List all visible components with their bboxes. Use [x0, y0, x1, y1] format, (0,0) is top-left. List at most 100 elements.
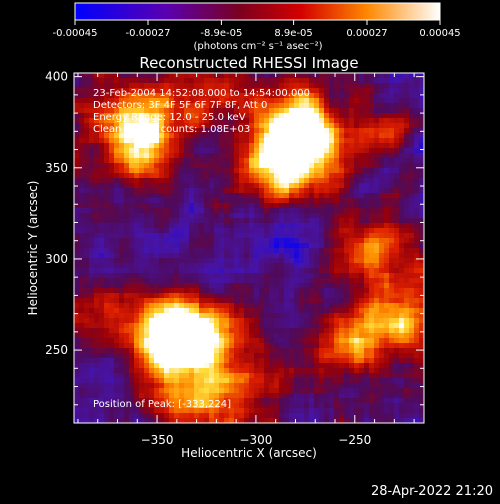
heatmap-cell	[204, 178, 210, 184]
heatmap-cell	[204, 158, 210, 164]
heatmap-cell	[389, 198, 395, 204]
heatmap-cell	[89, 323, 95, 329]
heatmap-cell	[74, 353, 80, 359]
heatmap-cell	[239, 243, 245, 249]
heatmap-cell	[214, 348, 220, 354]
heatmap-cell	[84, 118, 90, 124]
heatmap-cell	[369, 363, 375, 369]
heatmap-cell	[89, 78, 95, 84]
heatmap-cell	[354, 263, 360, 269]
heatmap-cell	[409, 158, 415, 164]
heatmap-cell	[249, 178, 255, 184]
heatmap-cell	[84, 288, 90, 294]
heatmap-cell	[134, 298, 140, 304]
heatmap-cell	[349, 288, 355, 294]
heatmap-cell	[114, 273, 120, 279]
heatmap-cell	[144, 218, 150, 224]
heatmap-cell	[314, 278, 320, 284]
heatmap-cell	[334, 293, 340, 299]
heatmap-cell	[254, 143, 260, 149]
heatmap-cell	[214, 298, 220, 304]
heatmap-cell	[334, 323, 340, 329]
heatmap-cell	[104, 283, 110, 289]
heatmap-cell	[169, 188, 175, 194]
heatmap-cell	[124, 298, 130, 304]
heatmap-cell	[299, 403, 305, 409]
heatmap-cell	[214, 328, 220, 334]
heatmap-cell	[224, 183, 230, 189]
heatmap-cell	[134, 203, 140, 209]
heatmap-cell	[339, 338, 345, 344]
heatmap-cell	[249, 228, 255, 234]
heatmap-cell	[249, 223, 255, 229]
heatmap-cell	[384, 158, 390, 164]
heatmap-cell	[289, 273, 295, 279]
heatmap-cell	[254, 343, 260, 349]
heatmap-cell	[279, 398, 285, 404]
heatmap-cell	[94, 263, 100, 269]
heatmap-cell	[369, 178, 375, 184]
heatmap-cell	[394, 133, 400, 139]
heatmap-cell	[299, 323, 305, 329]
heatmap-cell	[414, 223, 420, 229]
heatmap-cell	[114, 183, 120, 189]
heatmap-cell	[334, 213, 340, 219]
heatmap-cell	[404, 268, 410, 274]
heatmap-cell	[389, 113, 395, 119]
heatmap-cell	[114, 198, 120, 204]
heatmap-cell	[299, 373, 305, 379]
heatmap-cell	[264, 358, 270, 364]
heatmap-cell	[109, 218, 115, 224]
heatmap-cell	[284, 403, 290, 409]
heatmap-cell	[159, 73, 165, 79]
heatmap-cell	[89, 328, 95, 334]
heatmap-cell	[259, 178, 265, 184]
heatmap-cell	[314, 213, 320, 219]
heatmap-cell	[204, 78, 210, 84]
heatmap-cell	[334, 218, 340, 224]
heatmap-cell	[279, 233, 285, 239]
heatmap-cell	[99, 243, 105, 249]
heatmap-cell	[134, 223, 140, 229]
heatmap-cell	[404, 308, 410, 314]
heatmap-cell	[174, 348, 180, 354]
heatmap-cell	[269, 133, 275, 139]
heatmap-cell	[289, 288, 295, 294]
heatmap-cell	[369, 343, 375, 349]
heatmap-cell	[154, 303, 160, 309]
heatmap-cell	[114, 358, 120, 364]
heatmap-cell	[359, 218, 365, 224]
heatmap-cell	[314, 98, 320, 104]
heatmap-cell	[284, 323, 290, 329]
heatmap-cell	[209, 383, 215, 389]
heatmap-cell	[294, 113, 300, 119]
heatmap-cell	[239, 253, 245, 259]
heatmap-cell	[254, 148, 260, 154]
heatmap-cell	[169, 263, 175, 269]
heatmap-cell	[409, 118, 415, 124]
heatmap-cell	[294, 133, 300, 139]
heatmap-cell	[104, 323, 110, 329]
heatmap-cell	[364, 103, 370, 109]
heatmap-cell	[149, 328, 155, 334]
heatmap-cell	[349, 213, 355, 219]
heatmap-cell	[284, 128, 290, 134]
heatmap-cell	[239, 278, 245, 284]
heatmap-cell	[144, 213, 150, 219]
heatmap-cell	[159, 278, 165, 284]
heatmap-cell	[219, 213, 225, 219]
heatmap-cell	[174, 333, 180, 339]
heatmap-cell	[359, 98, 365, 104]
heatmap-cell	[374, 268, 380, 274]
heatmap-cell	[149, 178, 155, 184]
heatmap-cell	[94, 323, 100, 329]
heatmap-cell	[194, 233, 200, 239]
heatmap-cell	[349, 218, 355, 224]
heatmap-cell	[229, 298, 235, 304]
heatmap-cell	[184, 248, 190, 254]
heatmap-cell	[389, 293, 395, 299]
heatmap-cell	[134, 183, 140, 189]
heatmap-cell	[414, 228, 420, 234]
heatmap-cell	[79, 333, 85, 339]
heatmap-cell	[369, 218, 375, 224]
